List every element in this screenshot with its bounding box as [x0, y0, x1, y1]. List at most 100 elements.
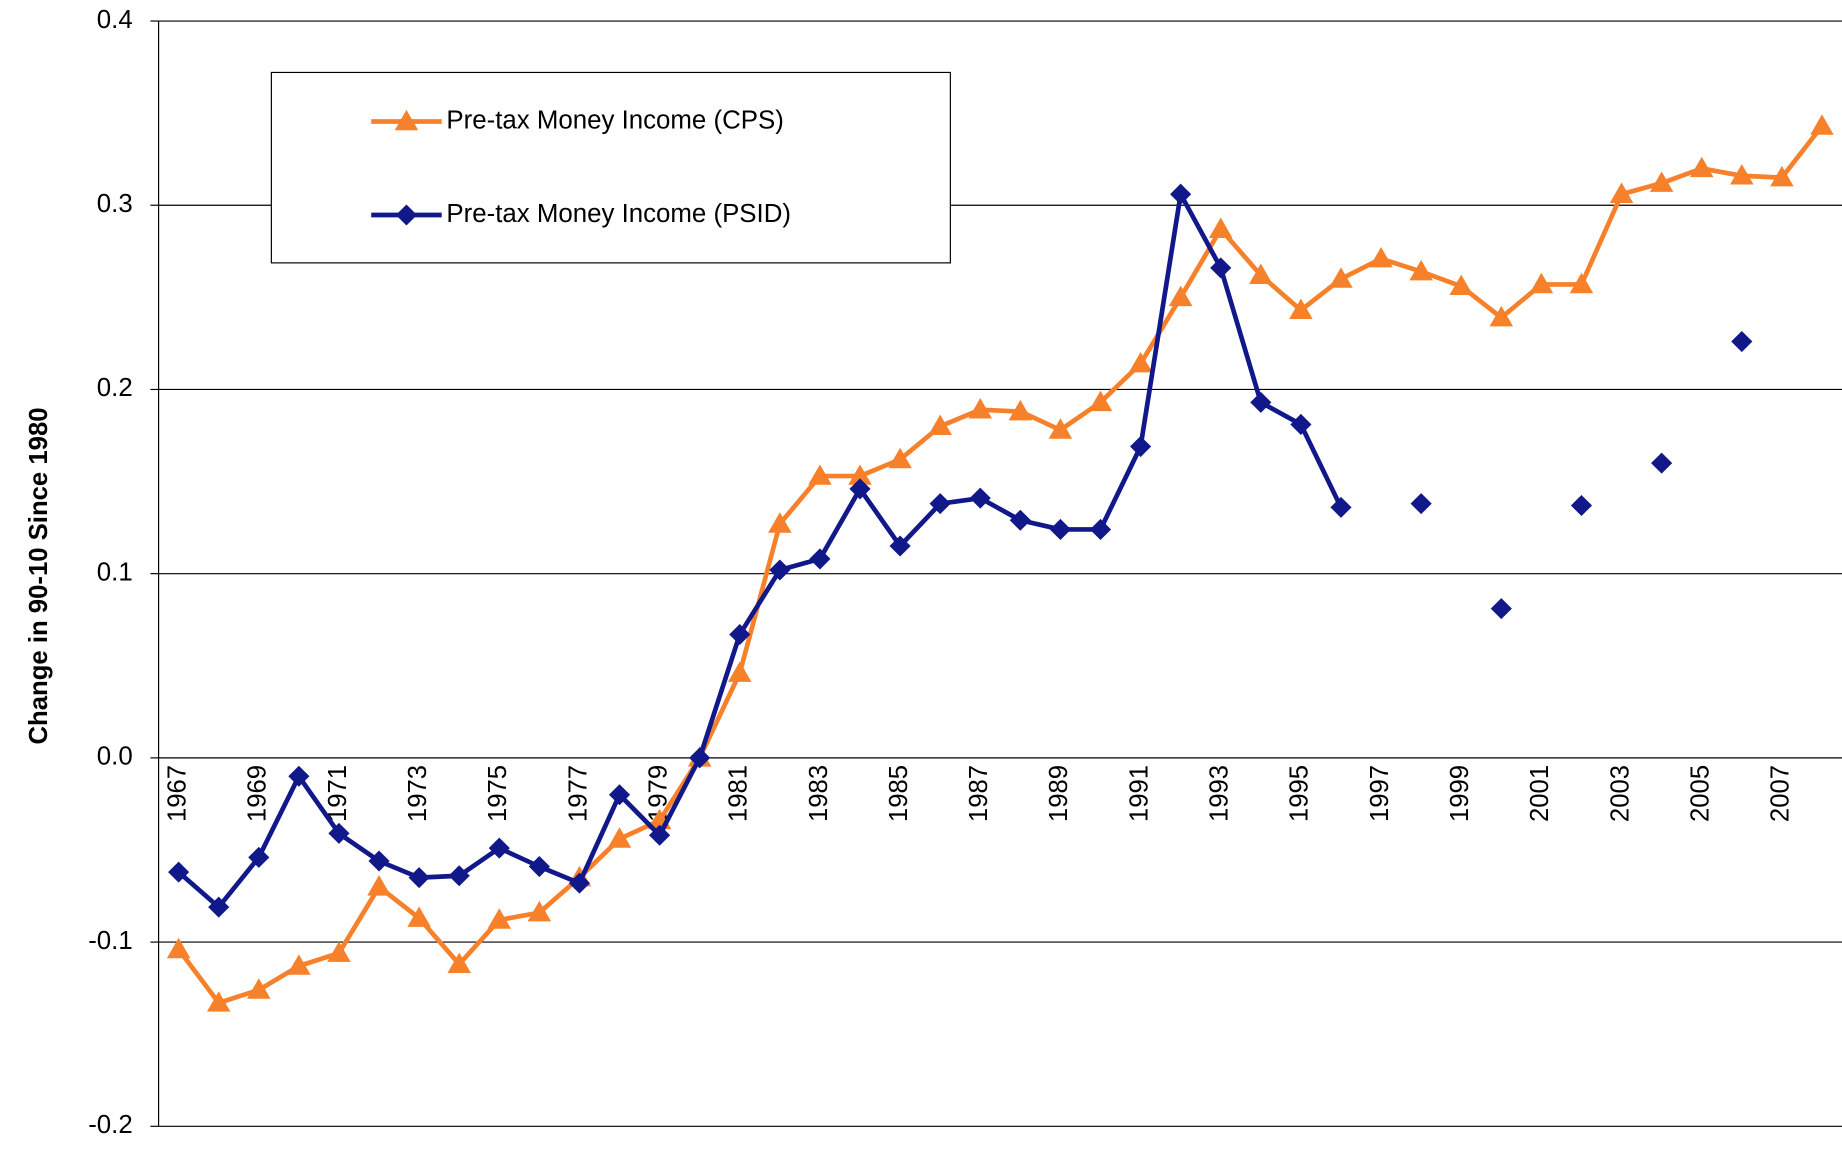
x-tick-label: 1981 — [725, 765, 753, 822]
data-point — [1289, 298, 1313, 320]
data-point — [527, 900, 552, 922]
data-point — [568, 872, 591, 894]
legend-label: Pre-tax Money Income (PSID) — [446, 200, 791, 228]
data-point — [488, 837, 510, 859]
data-point — [1651, 452, 1673, 474]
data-point — [287, 954, 311, 975]
x-tick-label: 1977 — [564, 765, 592, 822]
data-point — [728, 661, 752, 682]
data-point — [1489, 305, 1514, 327]
x-tick-label: 1999 — [1446, 765, 1474, 822]
data-point — [647, 808, 672, 830]
data-point — [1009, 509, 1031, 531]
data-point — [487, 908, 512, 929]
x-tick-label: 1987 — [965, 765, 993, 822]
data-point — [1128, 351, 1153, 373]
data-point — [1168, 285, 1193, 307]
data-point — [448, 865, 470, 887]
data-point — [1170, 183, 1192, 205]
x-tick-label: 2003 — [1606, 765, 1634, 822]
y-tick-label: -0.2 — [88, 1111, 133, 1139]
data-point — [968, 398, 993, 419]
data-point — [607, 827, 632, 848]
data-point — [1770, 165, 1794, 187]
data-point — [1409, 259, 1433, 281]
data-point — [1048, 418, 1073, 439]
data-point — [1730, 164, 1754, 185]
data-point — [1008, 399, 1033, 421]
y-tick-label: -0.1 — [88, 927, 133, 955]
y-tick-label: 0.2 — [97, 374, 133, 402]
x-tick-label: 1985 — [885, 765, 913, 822]
data-point — [729, 623, 751, 645]
data-point — [969, 487, 991, 509]
data-point — [166, 937, 191, 959]
x-tick-label: 1993 — [1206, 765, 1234, 822]
data-point — [1609, 182, 1634, 203]
data-point — [408, 867, 430, 889]
data-point — [367, 875, 391, 896]
data-point — [768, 512, 792, 533]
data-point — [888, 447, 912, 469]
legend-box — [270, 71, 951, 264]
data-point — [327, 941, 351, 962]
data-point — [889, 535, 911, 557]
y-tick-label: 0.1 — [97, 559, 133, 587]
data-point — [689, 747, 711, 769]
x-tick-label: 1997 — [1366, 765, 1394, 822]
data-point — [1249, 263, 1273, 285]
x-tick-label: 2007 — [1767, 765, 1795, 822]
y-tick-label: 0.4 — [97, 6, 133, 34]
legend-label: Pre-tax Money Income (CPS) — [446, 106, 783, 134]
data-point — [206, 991, 231, 1012]
data-point — [928, 414, 952, 436]
data-point — [1208, 217, 1233, 238]
data-point — [1250, 391, 1272, 413]
data-point — [1410, 493, 1432, 515]
data-point — [929, 493, 951, 515]
data-point — [1731, 331, 1753, 353]
data-point — [1529, 272, 1554, 294]
data-point — [1329, 267, 1353, 288]
data-point — [247, 978, 271, 999]
x-tick-label: 1969 — [244, 765, 272, 822]
x-tick-label: 1983 — [805, 765, 833, 822]
data-point — [1330, 496, 1352, 518]
data-point — [1569, 272, 1594, 294]
data-point — [1088, 390, 1113, 412]
data-point — [394, 109, 419, 131]
x-tick-label: 1995 — [1286, 765, 1314, 822]
data-point — [528, 856, 550, 878]
data-point — [1049, 518, 1071, 540]
data-point — [395, 204, 418, 226]
data-point — [848, 464, 872, 485]
data-point — [248, 846, 270, 868]
data-point — [1369, 246, 1393, 268]
data-point — [769, 559, 791, 581]
data-point — [368, 850, 390, 872]
x-tick-label: 1989 — [1045, 765, 1073, 822]
x-tick-label: 1991 — [1125, 765, 1153, 822]
data-point — [808, 464, 832, 485]
y-axis-label: Change in 90-10 Since 1980 — [25, 407, 53, 744]
x-tick-label: 1971 — [324, 765, 352, 822]
y-tick-label: 0.0 — [97, 743, 133, 771]
data-point — [809, 548, 831, 570]
data-point — [1649, 171, 1674, 192]
x-tick-label: 1975 — [484, 765, 512, 822]
data-point — [407, 906, 431, 927]
data-point — [1210, 257, 1232, 279]
data-point — [1570, 494, 1593, 517]
x-tick-label: 2005 — [1686, 765, 1714, 822]
data-point — [1689, 156, 1714, 178]
data-point — [1490, 598, 1512, 620]
data-point — [1810, 114, 1834, 135]
x-tick-label: 2001 — [1526, 765, 1554, 822]
y-tick-label: 0.3 — [97, 190, 133, 218]
data-point — [1089, 518, 1112, 540]
data-point — [649, 824, 671, 846]
data-point — [1449, 274, 1473, 296]
data-point — [1290, 413, 1312, 435]
data-point — [1130, 436, 1152, 458]
